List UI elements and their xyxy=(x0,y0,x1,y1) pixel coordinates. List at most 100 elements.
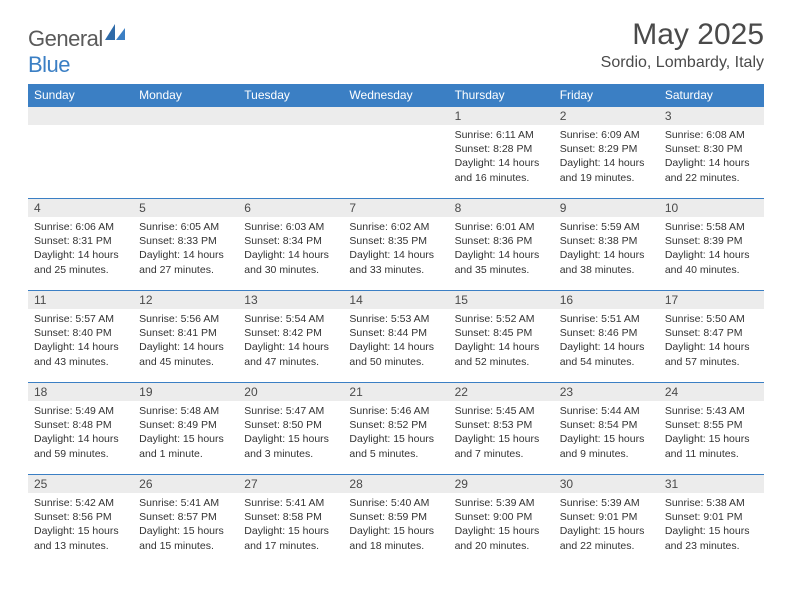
daylight-text: Daylight: 14 hours and 52 minutes. xyxy=(455,340,548,368)
daylight-text: Daylight: 14 hours and 47 minutes. xyxy=(244,340,337,368)
day-data: Sunrise: 5:41 AMSunset: 8:57 PMDaylight:… xyxy=(133,493,238,557)
calendar-day: 7Sunrise: 6:02 AMSunset: 8:35 PMDaylight… xyxy=(343,199,448,291)
title-block: May 2025 Sordio, Lombardy, Italy xyxy=(601,18,764,72)
sunset-text: Sunset: 8:52 PM xyxy=(349,418,442,432)
sunset-text: Sunset: 8:39 PM xyxy=(665,234,758,248)
day-data: Sunrise: 5:45 AMSunset: 8:53 PMDaylight:… xyxy=(449,401,554,465)
sunrise-text: Sunrise: 5:43 AM xyxy=(665,404,758,418)
day-data: Sunrise: 6:02 AMSunset: 8:35 PMDaylight:… xyxy=(343,217,448,281)
day-data: Sunrise: 5:50 AMSunset: 8:47 PMDaylight:… xyxy=(659,309,764,373)
calendar-day-empty xyxy=(133,107,238,199)
weekday-header: Tuesday xyxy=(238,84,343,107)
sunset-text: Sunset: 8:59 PM xyxy=(349,510,442,524)
sunset-text: Sunset: 8:49 PM xyxy=(139,418,232,432)
calendar-day: 16Sunrise: 5:51 AMSunset: 8:46 PMDayligh… xyxy=(554,291,659,383)
sunset-text: Sunset: 8:31 PM xyxy=(34,234,127,248)
day-number: 26 xyxy=(133,475,238,493)
day-number: 11 xyxy=(28,291,133,309)
day-number: 25 xyxy=(28,475,133,493)
calendar-day: 31Sunrise: 5:38 AMSunset: 9:01 PMDayligh… xyxy=(659,475,764,567)
sunrise-text: Sunrise: 6:06 AM xyxy=(34,220,127,234)
day-data: Sunrise: 5:46 AMSunset: 8:52 PMDaylight:… xyxy=(343,401,448,465)
day-data: Sunrise: 5:49 AMSunset: 8:48 PMDaylight:… xyxy=(28,401,133,465)
calendar-week: 1Sunrise: 6:11 AMSunset: 8:28 PMDaylight… xyxy=(28,107,764,199)
calendar-day: 22Sunrise: 5:45 AMSunset: 8:53 PMDayligh… xyxy=(449,383,554,475)
day-number xyxy=(343,107,448,125)
sunset-text: Sunset: 8:33 PM xyxy=(139,234,232,248)
day-data: Sunrise: 6:06 AMSunset: 8:31 PMDaylight:… xyxy=(28,217,133,281)
sunset-text: Sunset: 8:28 PM xyxy=(455,142,548,156)
day-number: 2 xyxy=(554,107,659,125)
day-number: 27 xyxy=(238,475,343,493)
brand-logo: General Blue xyxy=(28,18,125,78)
calendar-day: 24Sunrise: 5:43 AMSunset: 8:55 PMDayligh… xyxy=(659,383,764,475)
day-number: 12 xyxy=(133,291,238,309)
calendar-day: 26Sunrise: 5:41 AMSunset: 8:57 PMDayligh… xyxy=(133,475,238,567)
calendar-day: 9Sunrise: 5:59 AMSunset: 8:38 PMDaylight… xyxy=(554,199,659,291)
sunset-text: Sunset: 8:44 PM xyxy=(349,326,442,340)
daylight-text: Daylight: 15 hours and 3 minutes. xyxy=(244,432,337,460)
day-number: 29 xyxy=(449,475,554,493)
sunset-text: Sunset: 8:35 PM xyxy=(349,234,442,248)
day-number: 3 xyxy=(659,107,764,125)
day-data: Sunrise: 5:56 AMSunset: 8:41 PMDaylight:… xyxy=(133,309,238,373)
calendar-day: 6Sunrise: 6:03 AMSunset: 8:34 PMDaylight… xyxy=(238,199,343,291)
calendar-page: General Blue May 2025 Sordio, Lombardy, … xyxy=(0,0,792,577)
calendar-day: 18Sunrise: 5:49 AMSunset: 8:48 PMDayligh… xyxy=(28,383,133,475)
sunrise-text: Sunrise: 5:38 AM xyxy=(665,496,758,510)
calendar-day: 4Sunrise: 6:06 AMSunset: 8:31 PMDaylight… xyxy=(28,199,133,291)
day-data: Sunrise: 5:39 AMSunset: 9:00 PMDaylight:… xyxy=(449,493,554,557)
calendar-day: 17Sunrise: 5:50 AMSunset: 8:47 PMDayligh… xyxy=(659,291,764,383)
day-number: 4 xyxy=(28,199,133,217)
weekday-header: Sunday xyxy=(28,84,133,107)
day-number: 10 xyxy=(659,199,764,217)
day-data: Sunrise: 6:01 AMSunset: 8:36 PMDaylight:… xyxy=(449,217,554,281)
day-number: 6 xyxy=(238,199,343,217)
sunrise-text: Sunrise: 5:48 AM xyxy=(139,404,232,418)
header: General Blue May 2025 Sordio, Lombardy, … xyxy=(28,18,764,78)
sunset-text: Sunset: 8:53 PM xyxy=(455,418,548,432)
calendar-day: 21Sunrise: 5:46 AMSunset: 8:52 PMDayligh… xyxy=(343,383,448,475)
day-number: 14 xyxy=(343,291,448,309)
sail-icon xyxy=(105,24,125,40)
calendar-day: 13Sunrise: 5:54 AMSunset: 8:42 PMDayligh… xyxy=(238,291,343,383)
sunrise-text: Sunrise: 5:49 AM xyxy=(34,404,127,418)
day-data: Sunrise: 5:48 AMSunset: 8:49 PMDaylight:… xyxy=(133,401,238,465)
sunset-text: Sunset: 8:46 PM xyxy=(560,326,653,340)
day-data: Sunrise: 5:57 AMSunset: 8:40 PMDaylight:… xyxy=(28,309,133,373)
daylight-text: Daylight: 14 hours and 43 minutes. xyxy=(34,340,127,368)
sunset-text: Sunset: 8:47 PM xyxy=(665,326,758,340)
sunset-text: Sunset: 8:57 PM xyxy=(139,510,232,524)
day-data: Sunrise: 6:09 AMSunset: 8:29 PMDaylight:… xyxy=(554,125,659,189)
location: Sordio, Lombardy, Italy xyxy=(601,54,764,72)
brand-blue: Blue xyxy=(28,52,70,77)
calendar-day: 3 Sunrise: 6:08 AMSunset: 8:30 PMDaylight… xyxy=(659,107,764,199)
day-number: 24 xyxy=(659,383,764,401)
day-data: Sunrise: 5:42 AMSunset: 8:56 PMDaylight:… xyxy=(28,493,133,557)
sunset-text: Sunset: 8:30 PM xyxy=(665,142,758,156)
calendar-week: 11Sunrise: 5:57 AMSunset: 8:40 PMDayligh… xyxy=(28,291,764,383)
sunset-text: Sunset: 8:34 PM xyxy=(244,234,337,248)
daylight-text: Daylight: 14 hours and 22 minutes. xyxy=(665,156,758,184)
day-data: Sunrise: 5:53 AMSunset: 8:44 PMDaylight:… xyxy=(343,309,448,373)
sunrise-text: Sunrise: 6:08 AM xyxy=(665,128,758,142)
calendar-day: 2Sunrise: 6:09 AMSunset: 8:29 PMDaylight… xyxy=(554,107,659,199)
daylight-text: Daylight: 14 hours and 16 minutes. xyxy=(455,156,548,184)
sunset-text: Sunset: 9:01 PM xyxy=(665,510,758,524)
day-data: Sunrise: 6:11 AMSunset: 8:28 PMDaylight:… xyxy=(449,125,554,189)
sunrise-text: Sunrise: 5:44 AM xyxy=(560,404,653,418)
sunrise-text: Sunrise: 6:05 AM xyxy=(139,220,232,234)
day-number: 23 xyxy=(554,383,659,401)
daylight-text: Daylight: 15 hours and 9 minutes. xyxy=(560,432,653,460)
weekday-header: Monday xyxy=(133,84,238,107)
calendar-table: SundayMondayTuesdayWednesdayThursdayFrid… xyxy=(28,84,764,567)
sunrise-text: Sunrise: 5:39 AM xyxy=(455,496,548,510)
day-number: 28 xyxy=(343,475,448,493)
sunrise-text: Sunrise: 5:41 AM xyxy=(139,496,232,510)
daylight-text: Daylight: 14 hours and 50 minutes. xyxy=(349,340,442,368)
day-data: Sunrise: 5:58 AMSunset: 8:39 PMDaylight:… xyxy=(659,217,764,281)
daylight-text: Daylight: 14 hours and 25 minutes. xyxy=(34,248,127,276)
calendar-week: 25Sunrise: 5:42 AMSunset: 8:56 PMDayligh… xyxy=(28,475,764,567)
day-number xyxy=(133,107,238,125)
sunrise-text: Sunrise: 5:41 AM xyxy=(244,496,337,510)
